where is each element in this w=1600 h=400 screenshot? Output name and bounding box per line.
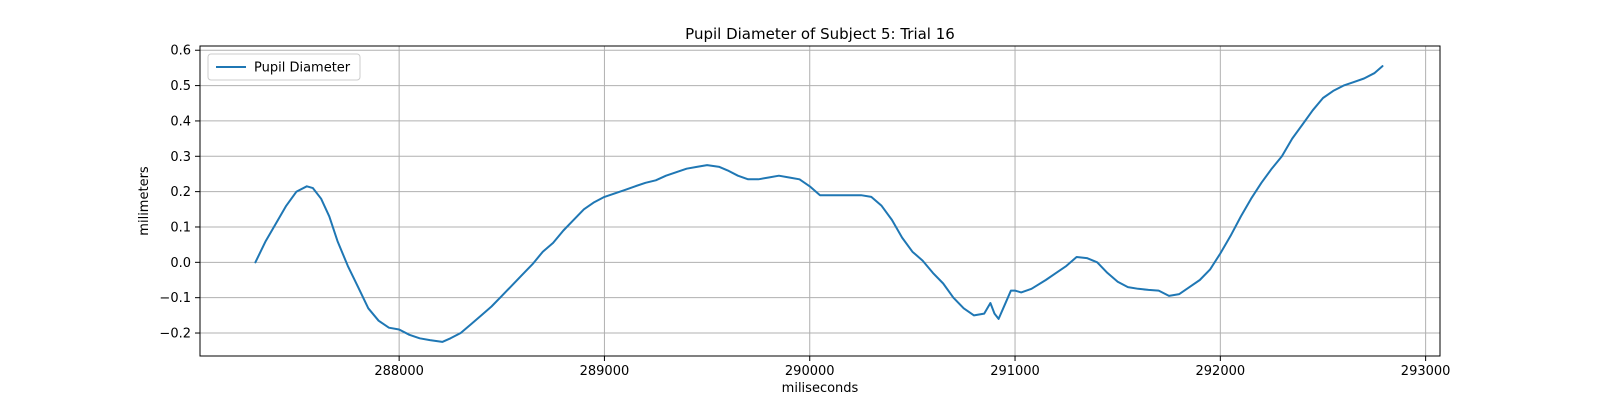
x-tick-label: 292000 (1196, 364, 1246, 379)
legend-label-pupil-diameter: Pupil Diameter (254, 61, 351, 76)
chart-title: Pupil Diameter of Subject 5: Trial 16 (685, 25, 955, 43)
tick-layer: 288000 289000 290000 291000 292000 293000 −0.2… (159, 44, 1450, 379)
y-tick-label: 0.6 (170, 44, 191, 59)
x-tick-label: 288000 (374, 364, 424, 379)
y-tick-label: 0.2 (170, 185, 191, 200)
y-tick-label: 0.5 (170, 79, 191, 94)
y-tick-label: 0.3 (170, 150, 191, 165)
legend-box (207, 53, 361, 81)
y-tick-label: −0.1 (159, 291, 191, 306)
legend: Pupil Diameter (207, 53, 361, 81)
grid-layer (200, 46, 1440, 356)
x-tick-label: 293000 (1401, 364, 1451, 379)
y-tick-label: −0.2 (159, 327, 191, 342)
y-tick-label: 0.4 (170, 114, 191, 129)
series-layer (254, 65, 1384, 343)
x-tick-label: 289000 (580, 364, 630, 379)
series-line-pupil-diameter (254, 65, 1384, 343)
y-axis-label: milimeters (137, 166, 152, 236)
x-axis-label: miliseconds (782, 381, 859, 396)
y-tick-label: 0.0 (170, 256, 191, 271)
plot-frame (199, 45, 1441, 357)
x-tick-label: 290000 (785, 364, 835, 379)
y-tick-label: 0.1 (170, 220, 191, 235)
x-tick-label: 291000 (990, 364, 1040, 379)
